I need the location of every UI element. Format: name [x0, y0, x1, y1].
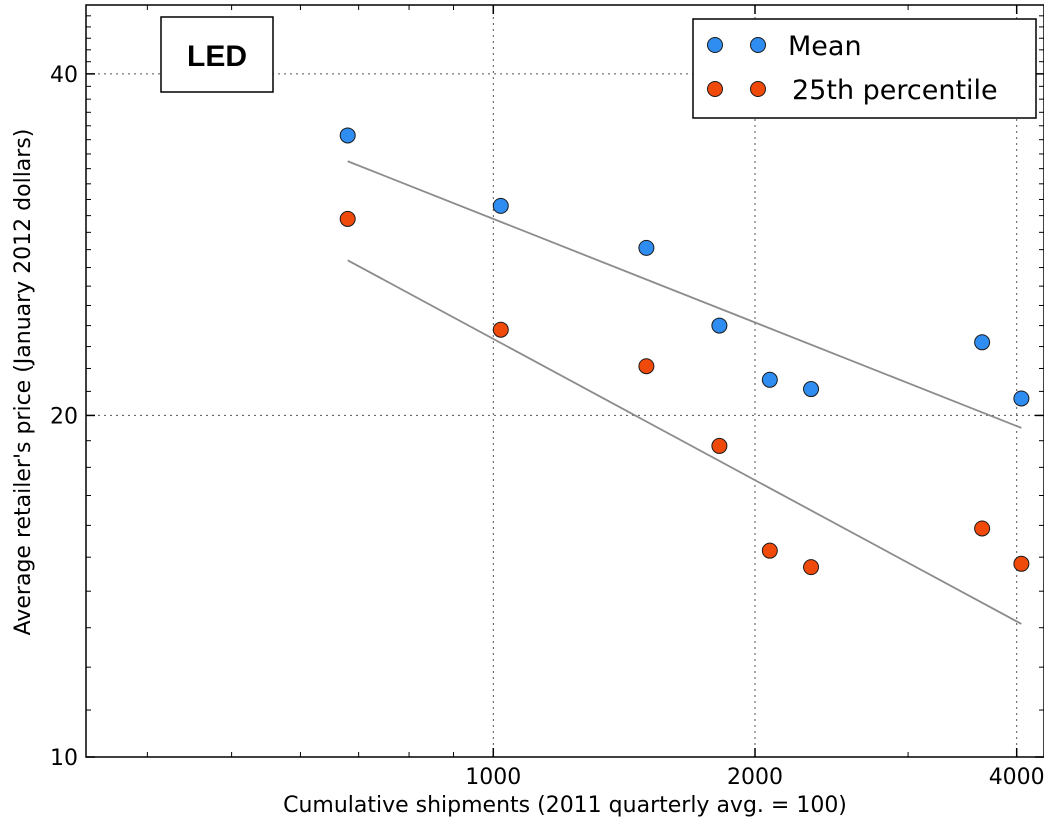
- y-tick-label-2: 40: [50, 63, 78, 88]
- data-point-0-5: [803, 381, 820, 398]
- data-point-1-1: [492, 321, 509, 338]
- data-point-0-0: [339, 127, 356, 144]
- data-point-0-6: [974, 334, 991, 351]
- data-point-1-7: [1013, 555, 1030, 572]
- data-point-1-5: [803, 559, 820, 576]
- data-point-1-6: [974, 520, 991, 537]
- x-tick-label-0: 1000: [465, 765, 521, 790]
- legend-label-25th-percentile: 25th percentile: [792, 75, 998, 106]
- y-tick-label-0: 10: [50, 746, 78, 771]
- legend-marker-mean-1: [707, 37, 723, 53]
- data-point-0-7: [1013, 390, 1030, 407]
- legend-marker-mean-2: [750, 37, 766, 53]
- trend-line-1: [347, 259, 1022, 625]
- y-tick-label-1: 20: [50, 404, 78, 429]
- data-point-1-2: [638, 358, 655, 375]
- x-tick-label-1: 2000: [727, 765, 783, 790]
- data-point-0-1: [492, 197, 509, 214]
- data-point-1-3: [711, 437, 728, 454]
- plot-frame: [85, 4, 1044, 758]
- x-tick-label-2: 4000: [989, 765, 1044, 790]
- chart-tag-text: LED: [187, 40, 247, 73]
- chart-tag-box: [160, 16, 274, 93]
- data-point-0-2: [638, 239, 655, 256]
- chart-tag: LED: [160, 16, 274, 93]
- data-point-0-3: [711, 317, 728, 334]
- legend-marker-p25-2: [750, 81, 766, 97]
- data-points: [339, 127, 1030, 576]
- legend: Mean 25th percentile: [692, 18, 1037, 119]
- data-point-1-4: [761, 542, 778, 559]
- x-axis-title: Cumulative shipments (2011 quarterly avg…: [283, 793, 847, 818]
- y-axis-title: Average retailer's price (January 2012 d…: [11, 129, 36, 636]
- trend-lines: [347, 160, 1022, 625]
- tick-labels: 1000 2000 4000 10 20 40: [50, 63, 1044, 790]
- legend-marker-p25-1: [707, 81, 723, 97]
- data-point-1-0: [339, 210, 356, 227]
- data-point-0-4: [761, 371, 778, 388]
- trend-line-0: [347, 160, 1022, 429]
- legend-label-mean: Mean: [788, 31, 862, 62]
- legend-box: [692, 18, 1037, 119]
